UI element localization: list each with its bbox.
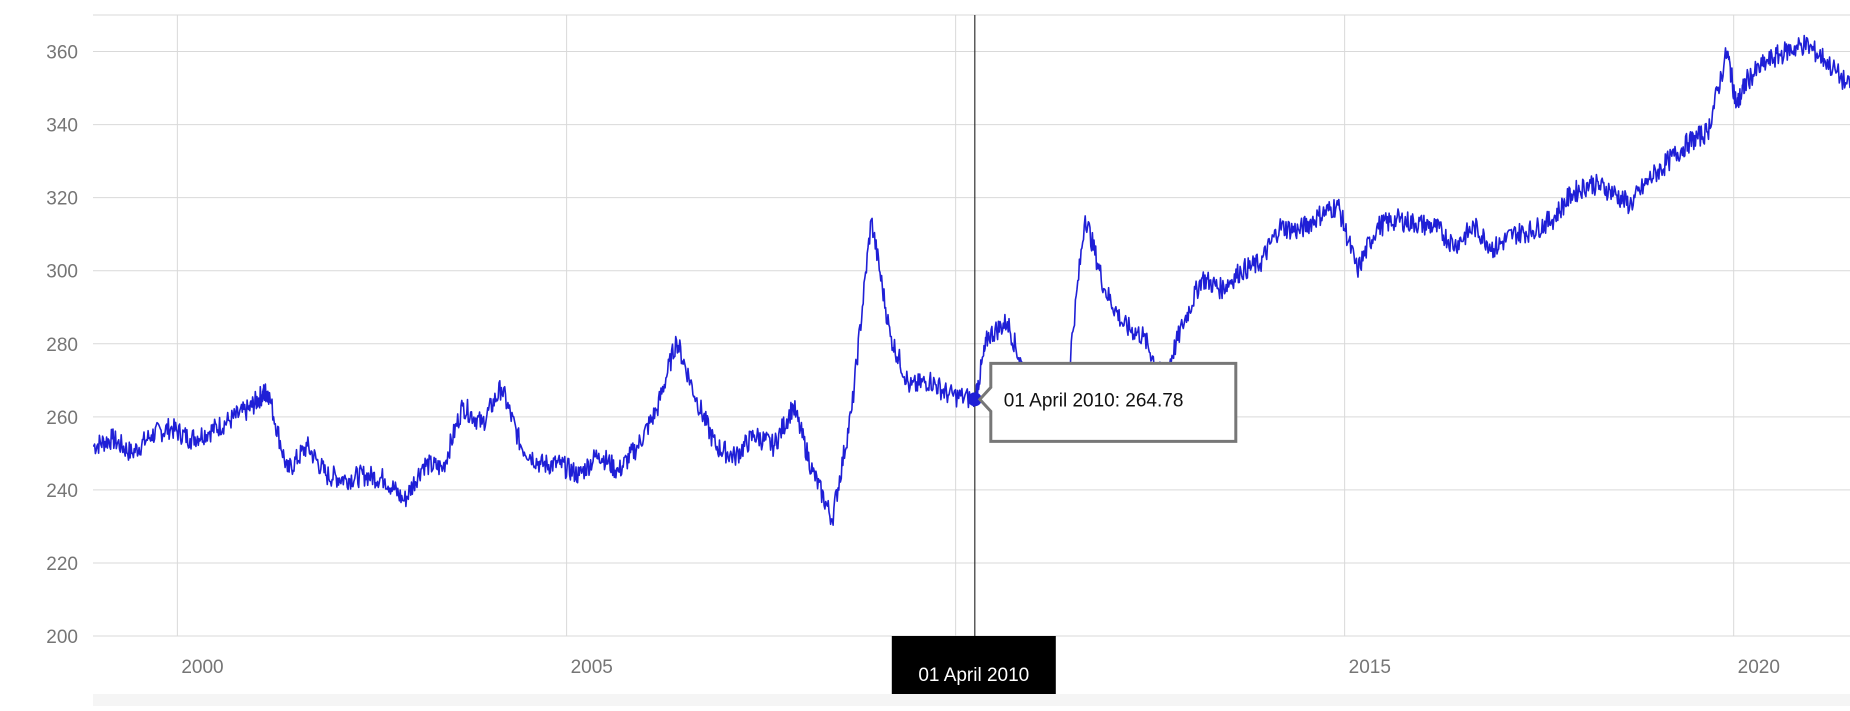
y-tick-label: 280 [46, 335, 78, 356]
crosshair: 01 April 2010: 264.78 01 April 2010 [892, 15, 1236, 694]
y-tick-label: 320 [46, 189, 78, 210]
y-axis: 200 220 240 260 280 300 320 340 360 [46, 43, 78, 648]
y-tick-label: 260 [46, 408, 78, 429]
x-tick-label: 2020 [1738, 657, 1780, 678]
y-tick-label: 360 [46, 43, 78, 64]
tooltip-text: 01 April 2010: 264.78 [1004, 390, 1184, 411]
y-tick-label: 240 [46, 481, 78, 502]
y-tick-label: 300 [46, 262, 78, 283]
grid [93, 15, 1850, 636]
y-tick-label: 200 [46, 627, 78, 648]
x-tick-label: 2000 [181, 657, 223, 678]
y-tick-label: 220 [46, 554, 78, 575]
series-line [93, 36, 1850, 526]
crosshair-label: 01 April 2010 [918, 665, 1029, 686]
series-layer [93, 36, 1850, 526]
y-tick-label: 340 [46, 116, 78, 137]
x-tick-label: 2005 [571, 657, 613, 678]
chart-footer-strip [93, 694, 1850, 706]
x-tick-label: 2015 [1349, 657, 1391, 678]
